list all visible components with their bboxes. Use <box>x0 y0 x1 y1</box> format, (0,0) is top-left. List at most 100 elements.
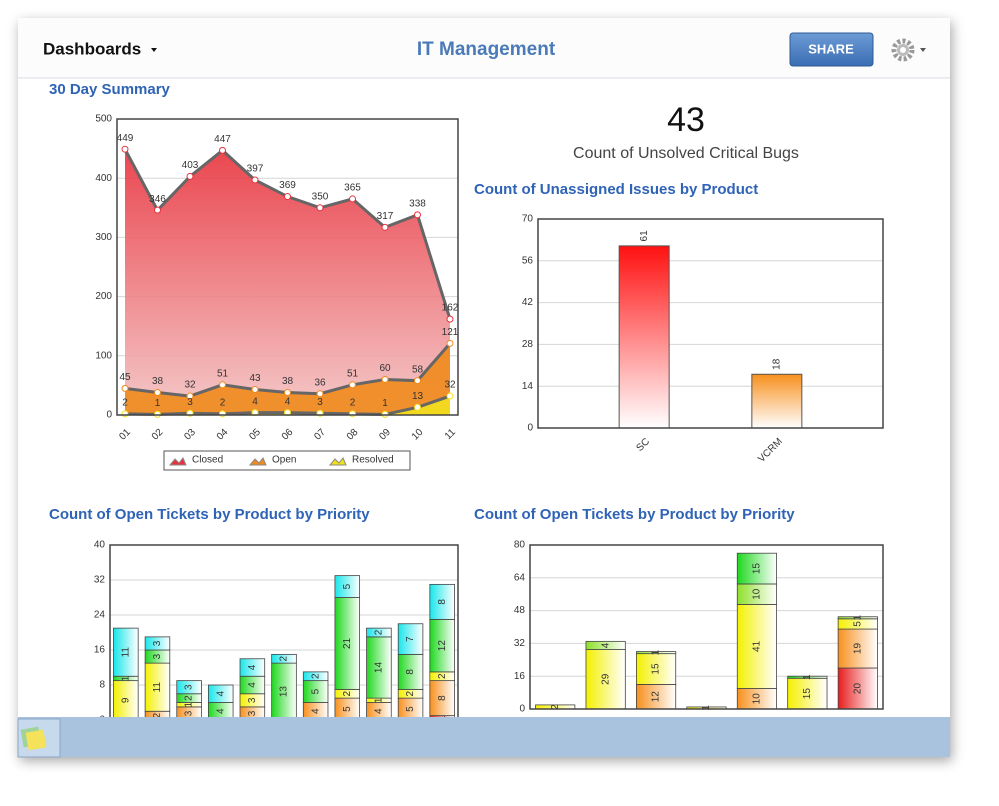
plot-border <box>116 118 459 416</box>
bar-segment <box>239 658 266 677</box>
plot-border <box>529 544 884 710</box>
bar-segment <box>837 667 878 710</box>
bar-segment <box>636 684 677 710</box>
data-label: 403 <box>182 160 199 171</box>
data-label: 5 <box>852 621 863 627</box>
data-label: 121 <box>442 327 459 338</box>
legend-swatch <box>248 457 267 466</box>
data-point <box>121 410 129 418</box>
y-tick-label: 0 <box>519 704 525 715</box>
data-point <box>251 386 259 394</box>
dashboards-menu[interactable]: Dashboards <box>43 39 141 58</box>
bar-segment <box>636 653 677 685</box>
data-label: 3 <box>184 710 195 716</box>
data-label: 4 <box>285 396 291 407</box>
bar-segment <box>176 680 202 695</box>
data-label: 9 <box>120 697 131 703</box>
y-tick-label: 24 <box>94 610 106 621</box>
data-point <box>446 392 454 400</box>
data-label: 12 <box>651 691 662 703</box>
data-label: 8 <box>405 669 416 675</box>
data-label: 5 <box>342 706 353 712</box>
data-point <box>446 315 454 323</box>
data-label: 1 <box>802 674 813 680</box>
data-label: 350 <box>312 191 329 202</box>
y-tick-label: 64 <box>514 572 526 583</box>
data-point <box>121 384 129 392</box>
data-label: 18 <box>771 358 782 370</box>
bar-segment <box>585 640 626 650</box>
charts: 30 Day Summary01002003004005004493464034… <box>49 81 884 726</box>
data-point <box>381 223 389 231</box>
data-label: 4 <box>247 664 258 670</box>
bar-segment <box>787 675 828 679</box>
legend-label: Resolved <box>352 455 394 466</box>
share-label: SHARE <box>808 41 854 56</box>
y-tick-label: 100 <box>95 350 112 361</box>
y-tick-label: 16 <box>514 671 526 682</box>
data-label: 15 <box>802 688 813 700</box>
data-label: 3 <box>247 697 258 703</box>
bar-segment <box>837 616 878 620</box>
data-point <box>414 377 421 385</box>
bar-segment <box>271 653 297 664</box>
data-label: 2 <box>550 704 561 710</box>
data-label: 41 <box>752 640 763 652</box>
series-area <box>125 149 450 415</box>
legend-label: Open <box>272 455 296 466</box>
bar-segment <box>837 628 878 669</box>
legend-swatch <box>168 457 187 466</box>
data-label: 2 <box>279 656 290 662</box>
data-label: 4 <box>215 708 226 714</box>
data-label: 61 <box>639 230 650 242</box>
bar-segment <box>334 575 361 598</box>
data-label: 7 <box>405 636 416 642</box>
y-tick-label: 16 <box>94 645 106 656</box>
data-label: 36 <box>314 377 326 388</box>
data-label: 397 <box>247 164 264 175</box>
data-label: 5 <box>405 706 416 712</box>
data-point <box>349 195 356 203</box>
bar-segment <box>271 662 297 721</box>
bar-segment <box>397 623 424 655</box>
y-tick-label: 300 <box>95 232 112 243</box>
y-tick-label: 32 <box>94 575 106 586</box>
bar-segment <box>636 651 677 655</box>
data-label: 60 <box>379 363 391 374</box>
settings[interactable] <box>891 38 926 62</box>
bar-segment <box>585 649 626 710</box>
data-label: 1 <box>120 675 131 681</box>
taskbar-icon <box>25 729 47 751</box>
data-point <box>414 403 421 411</box>
data-label: 317 <box>377 211 394 222</box>
data-label: 2 <box>342 691 353 697</box>
data-label: 3 <box>152 653 163 659</box>
data-label: 32 <box>184 380 196 391</box>
data-label: 2 <box>220 397 226 408</box>
data-label: 11 <box>120 647 131 658</box>
data-label: 15 <box>752 563 763 575</box>
y-tick-label: 56 <box>522 255 534 266</box>
y-tick-label: 70 <box>522 214 534 225</box>
share-button[interactable] <box>789 32 874 67</box>
bar-segment <box>429 680 455 717</box>
legend-swatch <box>328 457 347 466</box>
data-point <box>219 410 226 418</box>
series-area <box>125 343 450 415</box>
data-label: 51 <box>217 368 229 379</box>
y-tick-label: 80 <box>514 540 526 551</box>
data-point <box>316 390 324 398</box>
data-point <box>284 193 291 201</box>
legend-label: Closed <box>192 455 223 466</box>
data-point <box>446 339 454 347</box>
data-point <box>154 206 161 214</box>
kpi-value: 43 <box>667 101 705 139</box>
data-label: 2 <box>122 397 128 408</box>
y-tick-label: 500 <box>95 114 112 125</box>
y-tick-label: 42 <box>522 297 534 308</box>
data-point <box>284 389 291 397</box>
data-label: 2 <box>374 629 385 635</box>
data-label: 58 <box>412 364 424 375</box>
